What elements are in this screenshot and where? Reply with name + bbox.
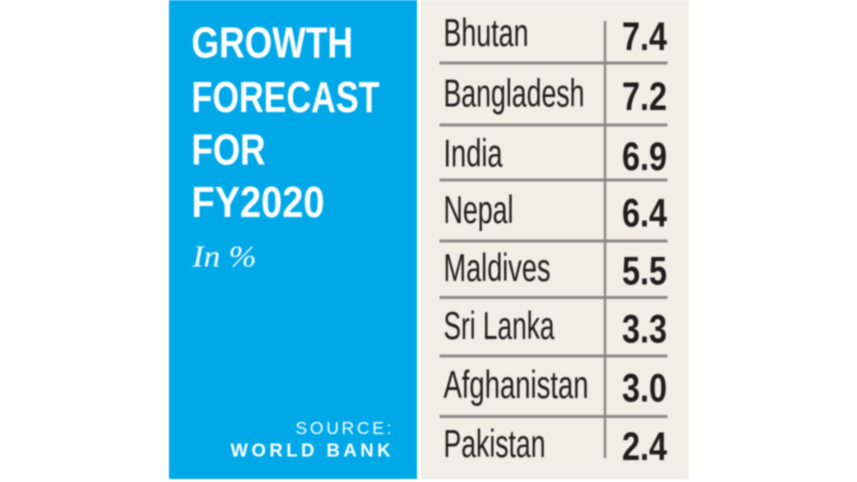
svg-text:6.4: 6.4 — [622, 192, 668, 236]
svg-text:Bhutan: Bhutan — [444, 12, 529, 55]
svg-text:SOURCE:: SOURCE: — [296, 418, 392, 438]
svg-text:Afghanistan: Afghanistan — [444, 364, 589, 407]
svg-text:FOR: FOR — [192, 126, 266, 175]
svg-text:GROWTH: GROWTH — [192, 19, 354, 68]
svg-text:7.4: 7.4 — [622, 15, 668, 59]
svg-text:7.2: 7.2 — [622, 75, 667, 119]
svg-text:3.3: 3.3 — [622, 308, 667, 352]
svg-text:WORLD BANK: WORLD BANK — [231, 440, 392, 461]
svg-text:India: India — [444, 133, 503, 176]
svg-text:FORECAST: FORECAST — [192, 73, 380, 122]
svg-text:FY2020: FY2020 — [192, 178, 325, 227]
svg-text:5.5: 5.5 — [622, 250, 667, 294]
svg-text:Bangladesh: Bangladesh — [444, 73, 585, 116]
svg-text:Sri Lanka: Sri Lanka — [444, 305, 555, 348]
svg-text:In %: In % — [191, 239, 256, 274]
svg-text:Maldives: Maldives — [444, 247, 551, 290]
svg-text:2.4: 2.4 — [622, 425, 668, 469]
svg-text:Pakistan: Pakistan — [444, 423, 546, 466]
svg-text:3.0: 3.0 — [622, 367, 667, 411]
svg-text:Nepal: Nepal — [444, 189, 514, 232]
svg-text:6.9: 6.9 — [622, 135, 667, 179]
